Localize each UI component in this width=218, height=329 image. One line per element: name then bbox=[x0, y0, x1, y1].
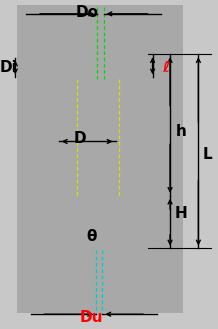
Text: H: H bbox=[175, 206, 187, 221]
Text: h: h bbox=[175, 124, 186, 139]
Text: D⁣: D⁣ bbox=[74, 131, 87, 146]
Text: Do: Do bbox=[76, 5, 99, 20]
Text: Du: Du bbox=[80, 310, 103, 325]
Text: L: L bbox=[202, 147, 212, 162]
Text: θ: θ bbox=[86, 229, 97, 244]
Text: Di: Di bbox=[0, 60, 18, 75]
Text: ℓ: ℓ bbox=[162, 60, 169, 75]
FancyBboxPatch shape bbox=[17, 5, 183, 313]
